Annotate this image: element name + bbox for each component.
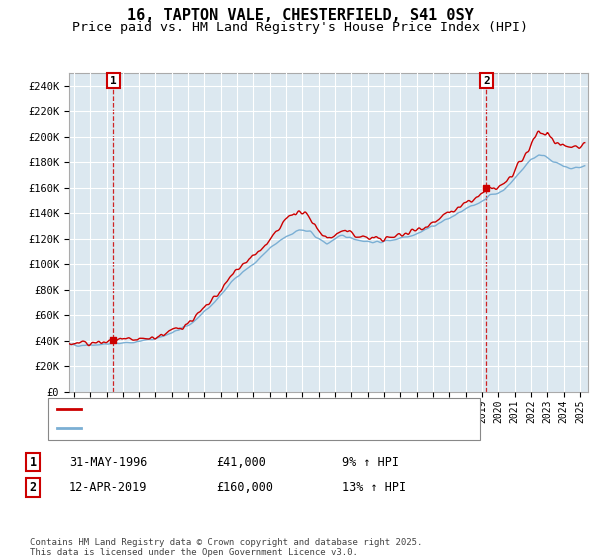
Text: 16, TAPTON VALE, CHESTERFIELD, S41 0SY (semi-detached house): 16, TAPTON VALE, CHESTERFIELD, S41 0SY (… <box>86 404 461 414</box>
Text: 13% ↑ HPI: 13% ↑ HPI <box>342 480 406 494</box>
Text: HPI: Average price, semi-detached house, Chesterfield: HPI: Average price, semi-detached house,… <box>86 423 417 433</box>
Text: 2: 2 <box>483 76 490 86</box>
Text: 1: 1 <box>110 76 117 86</box>
Text: Price paid vs. HM Land Registry's House Price Index (HPI): Price paid vs. HM Land Registry's House … <box>72 21 528 34</box>
Text: £160,000: £160,000 <box>216 480 273 494</box>
Text: 12-APR-2019: 12-APR-2019 <box>69 480 148 494</box>
Text: 1: 1 <box>29 455 37 469</box>
Text: 31-MAY-1996: 31-MAY-1996 <box>69 455 148 469</box>
Text: 16, TAPTON VALE, CHESTERFIELD, S41 0SY: 16, TAPTON VALE, CHESTERFIELD, S41 0SY <box>127 8 473 24</box>
Text: 2: 2 <box>29 480 37 494</box>
Text: Contains HM Land Registry data © Crown copyright and database right 2025.
This d: Contains HM Land Registry data © Crown c… <box>30 538 422 557</box>
Text: £41,000: £41,000 <box>216 455 266 469</box>
Text: 9% ↑ HPI: 9% ↑ HPI <box>342 455 399 469</box>
